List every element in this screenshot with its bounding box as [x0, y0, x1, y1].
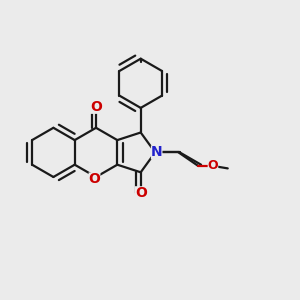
Text: O: O — [208, 159, 218, 172]
Text: O: O — [135, 186, 147, 200]
Text: O: O — [88, 172, 101, 186]
Text: O: O — [90, 100, 102, 114]
Text: N: N — [151, 146, 163, 159]
